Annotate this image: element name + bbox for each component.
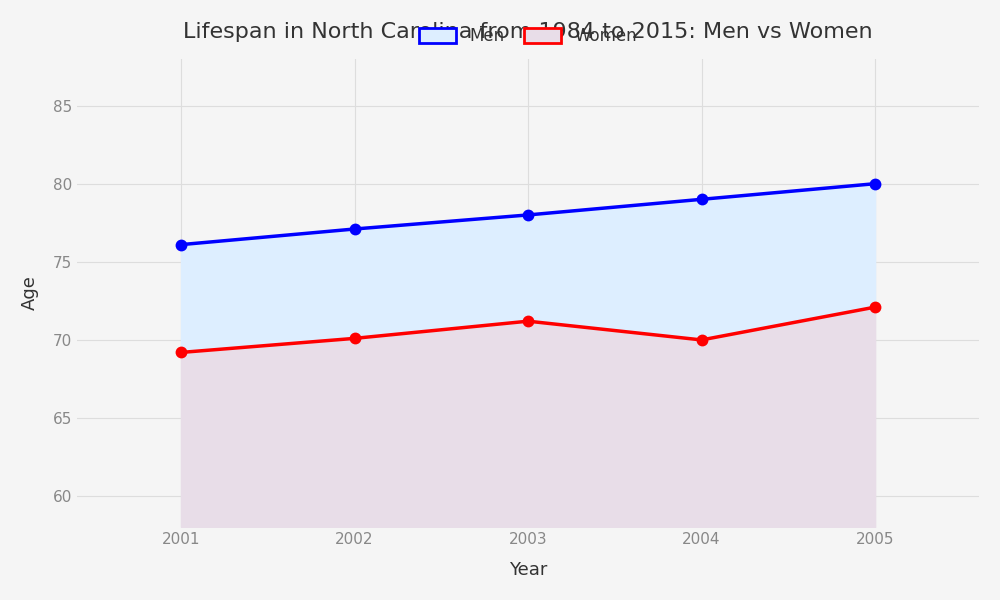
Y-axis label: Age: Age [21, 275, 39, 310]
Legend: Men, Women: Men, Women [413, 20, 644, 52]
X-axis label: Year: Year [509, 561, 547, 579]
Title: Lifespan in North Carolina from 1984 to 2015: Men vs Women: Lifespan in North Carolina from 1984 to … [183, 22, 873, 42]
